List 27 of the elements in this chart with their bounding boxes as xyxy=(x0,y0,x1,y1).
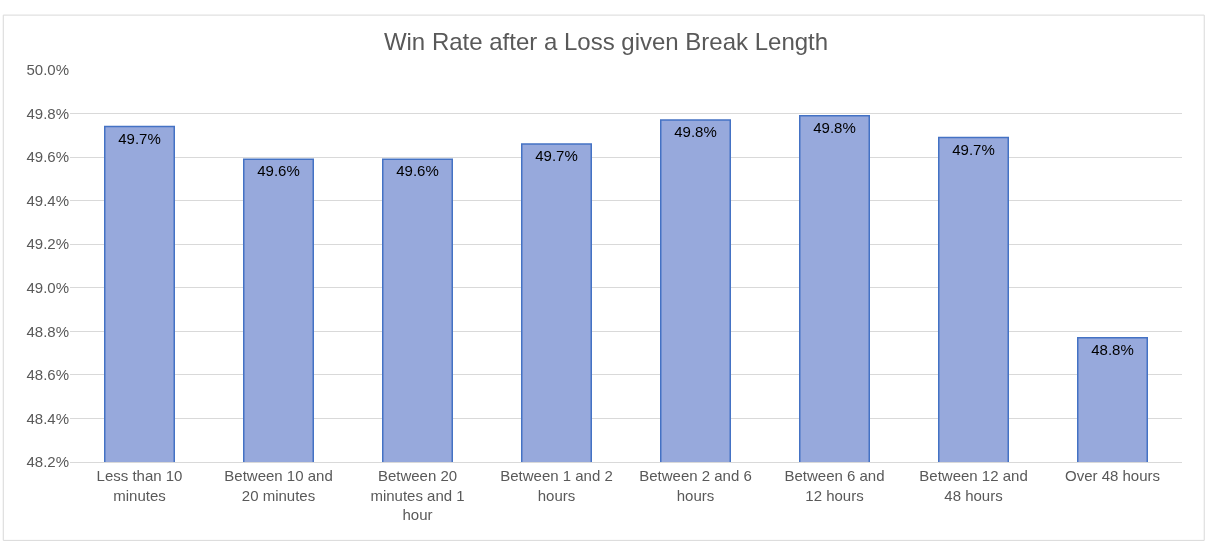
x-tick-label: Between 20 minutes and 1 hour xyxy=(370,467,465,523)
y-tick-label: 49.6% xyxy=(26,148,69,166)
chart-title: Win Rate after a Loss given Break Length xyxy=(383,27,829,55)
y-tick-label: 48.2% xyxy=(26,453,69,471)
x-tick-label: Between 10 and 20 minutes xyxy=(224,467,333,504)
y-tick-label: 49.4% xyxy=(26,191,69,209)
x-tick-label: Less than 10 minutes xyxy=(96,467,183,504)
data-label: 49.6% xyxy=(257,162,300,180)
data-label: 49.6% xyxy=(396,162,439,180)
data-label: 48.8% xyxy=(1091,340,1134,358)
y-tick-label: 48.4% xyxy=(26,409,69,427)
data-label: 49.8% xyxy=(674,123,717,141)
x-tick-label: Between 1 and 2 hours xyxy=(500,467,613,504)
y-tick-label: 48.8% xyxy=(26,322,69,340)
data-label: 49.7% xyxy=(952,140,995,158)
data-label: 49.8% xyxy=(813,118,856,136)
y-tick-label: 49.8% xyxy=(26,104,69,122)
y-tick-label: 49.0% xyxy=(26,279,69,297)
x-tick-label: Between 6 and 12 hours xyxy=(784,467,885,504)
x-tick-label: Over 48 hours xyxy=(1064,467,1161,484)
x-tick-label: Between 2 and 6 hours xyxy=(639,467,752,504)
y-tick-label: 50.0% xyxy=(26,61,69,79)
data-label: 49.7% xyxy=(535,147,578,165)
y-tick-label: 48.6% xyxy=(26,366,69,384)
data-label: 49.7% xyxy=(118,129,161,147)
y-tick-label: 49.2% xyxy=(26,235,69,253)
x-tick-label: Between 12 and 48 hours xyxy=(919,467,1028,504)
